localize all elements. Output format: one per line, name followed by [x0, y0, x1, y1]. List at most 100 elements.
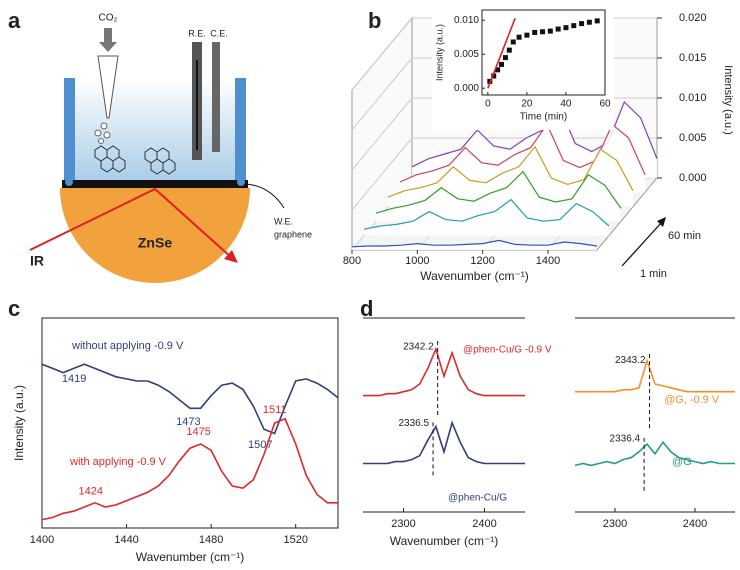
line-plot: 1400 1440 1480 1520 Wavenumber (cm⁻¹) Intensi…: [12, 317, 339, 564]
z-axis-label: Intensity (a.u.): [722, 65, 734, 135]
trace: [363, 198, 610, 230]
depth-arrow-head: [657, 217, 666, 227]
x-tick-label: 2300: [603, 518, 627, 530]
x-tick-label: 20: [521, 99, 533, 110]
line: [363, 346, 525, 397]
x-tick-label: 1200: [470, 255, 494, 267]
marker-label: 2336.4: [610, 434, 641, 445]
we-label: W.E.: [274, 216, 293, 226]
x-tick-label: 60: [599, 99, 611, 110]
series-label: without applying -0.9 V: [71, 340, 184, 352]
point: [499, 61, 505, 67]
x-axis-label: Wavenumber (cm⁻¹): [390, 534, 499, 548]
line: [363, 420, 525, 465]
plot-frame: [41, 317, 339, 529]
z-tick-label: 0.015: [679, 52, 707, 64]
molecule: [144, 147, 176, 175]
point: [563, 25, 569, 31]
trace-fill: [388, 146, 633, 207]
panel-label: a: [8, 8, 21, 33]
series-label: with applying -0.9 V: [69, 456, 167, 468]
panel-label: b: [368, 8, 381, 33]
point: [547, 28, 553, 34]
z-tick-label: 0.005: [679, 132, 707, 144]
series-label: @phen-Cu/G -0.9 V: [463, 345, 552, 356]
marker-label: 2336.5: [398, 418, 429, 429]
trace-fill: [352, 240, 597, 250]
point: [540, 29, 546, 35]
grid-line: [351, 57, 413, 131]
cell-wall: [64, 78, 75, 182]
line: [41, 417, 338, 521]
line: [41, 363, 339, 435]
series-label: @G: [672, 456, 692, 468]
gas-tube: [97, 55, 119, 119]
depth-label: 60 min: [668, 230, 701, 242]
plot-frame: [481, 9, 606, 96]
ir-label: IR: [30, 253, 44, 269]
trace: [375, 170, 622, 214]
x-tick-label: 1400: [30, 534, 54, 546]
depth-arrow: [621, 221, 663, 267]
re-label: R.E.: [188, 28, 206, 38]
ir-arrow: [224, 250, 238, 263]
trace: [387, 145, 634, 198]
line: [575, 358, 735, 393]
trace-fill: [376, 171, 621, 222]
marker-label: 2343.2: [615, 355, 646, 366]
point: [510, 39, 516, 45]
line-plot: 2300 2400 @G, -0.9 V @G 2343.2 2336.4: [574, 317, 735, 530]
crystal-label: ZnSe: [138, 235, 172, 251]
marker-label: 2342.2: [403, 342, 434, 353]
point: [594, 18, 600, 24]
bubble: [94, 129, 102, 137]
we-lead: [245, 183, 285, 209]
series-label: @G, -0.9 V: [664, 394, 720, 406]
x-tick-label: 1520: [283, 534, 307, 546]
grid-line: [351, 17, 413, 91]
point: [491, 73, 497, 79]
cell-wall: [235, 78, 246, 182]
y-tick-label: 0.010: [454, 15, 479, 26]
x-axis-label: Time (min): [520, 112, 567, 123]
x-tick-label: 1400: [536, 255, 560, 267]
peak-label: 1424: [79, 486, 103, 498]
counter-electrode: [212, 42, 220, 152]
grid-line: [351, 97, 413, 171]
we-label: graphene: [274, 229, 312, 239]
line-plot: 2300 2400 Wavenumber (cm⁻¹) @phen-Cu/G -0.9…: [363, 317, 552, 548]
peak-label: 1475: [186, 426, 210, 438]
point: [506, 47, 512, 53]
trace: [411, 100, 658, 168]
point: [571, 23, 577, 29]
point: [532, 29, 538, 35]
fit-line: [487, 17, 516, 89]
point: [524, 32, 530, 38]
electrolyte: [75, 78, 235, 182]
peak-label: 1473: [176, 416, 200, 428]
x-tick-label: 1000: [405, 255, 429, 267]
depth-label: 1 min: [640, 268, 667, 280]
ce-label: C.E.: [210, 28, 228, 38]
ir-beam: [29, 187, 233, 259]
gas-label: CO₂: [99, 13, 118, 24]
gas-arrow: [99, 28, 117, 52]
molecules: [94, 145, 176, 175]
panel-a: a CO₂ R.E. C.E. W.E. graphene IR ZnSe: [8, 8, 312, 283]
x-tick-label: 2400: [472, 518, 496, 530]
peak-label: 1511: [263, 404, 287, 416]
seal: [65, 178, 73, 186]
series-label: @phen-Cu/G: [448, 493, 507, 504]
x-tick-label: 2400: [683, 518, 707, 530]
z-tick-label: 0.010: [679, 92, 707, 104]
point: [516, 34, 522, 40]
y-tick-label: 0.005: [454, 49, 479, 60]
x-tick-label: 40: [560, 99, 572, 110]
x-tick-label: 800: [343, 255, 361, 267]
point: [502, 55, 508, 61]
x-tick-label: 0: [485, 99, 491, 110]
point: [495, 67, 501, 73]
trace: [399, 123, 646, 183]
y-axis-label: Intensity (a.u.): [12, 385, 26, 461]
